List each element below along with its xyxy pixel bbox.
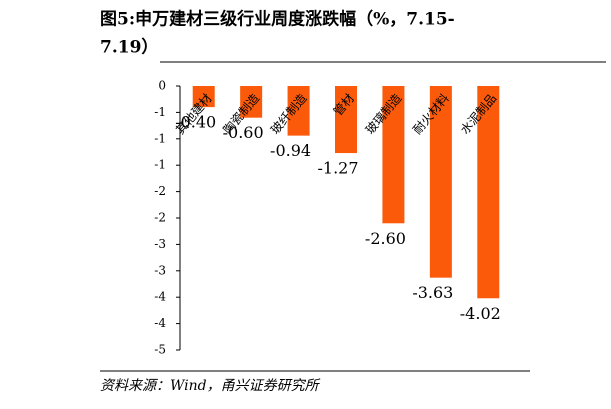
bar	[382, 86, 405, 224]
y-tick-label: -2	[154, 211, 166, 225]
y-tick-label: -3	[154, 237, 166, 251]
y-tick-label: -1	[154, 105, 166, 119]
bar	[335, 86, 357, 154]
data-label: -2.60	[365, 229, 406, 248]
y-tick-label: -4	[154, 316, 166, 330]
source-note: 资料来源：Wind，甬兴证券研究所	[100, 378, 321, 394]
data-label: -0.94	[270, 141, 311, 160]
bar	[192, 86, 215, 108]
y-tick-label: -3	[154, 263, 166, 277]
bar	[287, 86, 310, 136]
y-tick-label: -5	[154, 343, 166, 357]
bar	[240, 86, 263, 118]
bar	[429, 86, 452, 278]
data-label: -1.27	[317, 159, 358, 178]
y-tick-label: -2	[154, 184, 166, 198]
data-label: -4.02	[460, 304, 501, 323]
chart-title: 图5:申万建材三级行业周度涨跌幅（%，7.15-	[100, 9, 455, 30]
data-label: -0.60	[223, 123, 264, 142]
y-tick-label: -1	[154, 131, 166, 145]
data-label: -3.63	[412, 283, 453, 302]
y-tick-label: -1	[154, 158, 166, 172]
bar	[477, 86, 500, 299]
y-tick-label: -4	[154, 290, 166, 304]
chart-title: 7.19）	[100, 37, 158, 58]
y-tick-label: 0	[158, 79, 166, 93]
data-label: -0.40	[175, 113, 216, 132]
